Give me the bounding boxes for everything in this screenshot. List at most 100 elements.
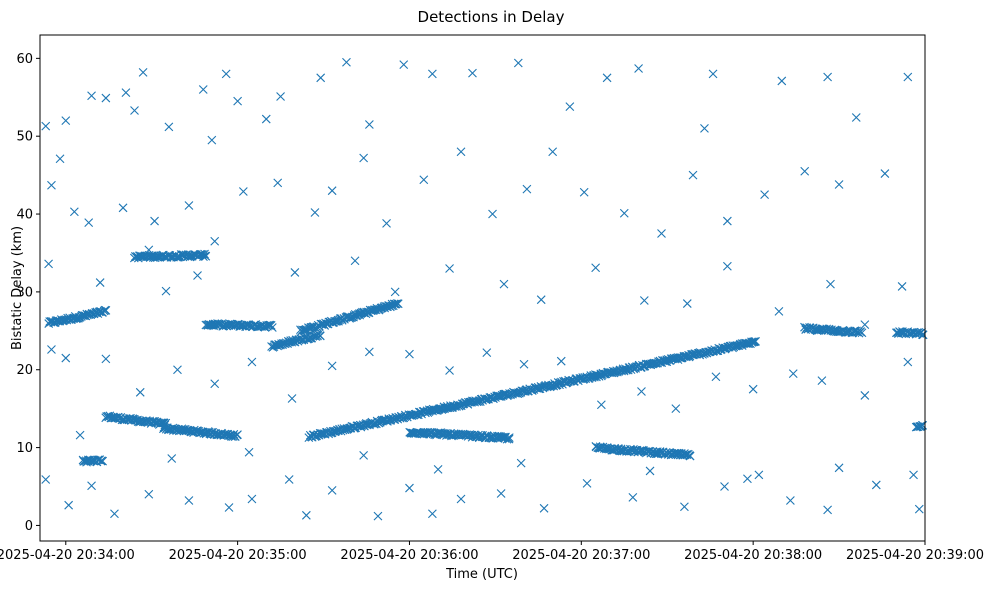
detection-point [61, 116, 71, 126]
detection-point [817, 376, 827, 386]
detection-point [596, 400, 606, 410]
detection-point [118, 203, 128, 213]
detection-point [711, 372, 721, 382]
detection-point [198, 85, 208, 94]
detection-point [826, 279, 835, 289]
detection-point [168, 423, 178, 433]
detection-point [350, 256, 360, 266]
detection-point [754, 470, 764, 480]
detection-point [482, 348, 492, 358]
y-tick-label: 50 [16, 130, 33, 145]
detection-point [364, 347, 374, 357]
detection-point [800, 166, 810, 176]
detection-point [748, 384, 758, 394]
detection-point [488, 209, 497, 219]
detection-point [266, 321, 276, 330]
detection-point [201, 251, 211, 261]
detection-point [244, 447, 254, 457]
detection-point [327, 186, 337, 196]
detection-point [917, 327, 926, 337]
detection-point [299, 325, 309, 335]
detection-point [634, 64, 643, 73]
x-axis-label: Time (UTC) [445, 567, 518, 582]
detection-point [130, 106, 139, 115]
detection-point [233, 96, 243, 106]
detection-point [645, 466, 655, 476]
detection-point [101, 305, 111, 315]
detection-point [918, 330, 928, 340]
detection-point [823, 505, 833, 515]
detection-point [287, 394, 297, 403]
detection-point [516, 458, 526, 468]
detection-point [536, 295, 546, 305]
detection-point [903, 357, 913, 367]
detection-point [75, 430, 85, 440]
y-tick-label: 10 [16, 441, 33, 456]
y-tick-label: 60 [16, 52, 33, 67]
detection-point [860, 320, 870, 329]
detection-point [110, 509, 119, 519]
x-tick-label: 2025-04-20 20:35:00 [169, 548, 307, 563]
detection-point [64, 500, 74, 510]
detection-point [342, 57, 351, 67]
detection-point [639, 296, 649, 305]
y-tick-label: 30 [16, 285, 33, 300]
detection-point [207, 135, 217, 145]
detection-point [777, 76, 787, 86]
detection-point [680, 502, 689, 512]
detection-point [405, 483, 414, 493]
chart-title: Detections in Delay [418, 8, 565, 26]
detection-point [184, 496, 194, 505]
plot-area-frame [39, 34, 926, 542]
detection-point [61, 353, 71, 363]
detection-point [708, 69, 718, 79]
detection-point [637, 387, 646, 396]
detection-point [519, 359, 529, 369]
detection-point [315, 331, 325, 341]
detection-point [871, 480, 881, 490]
detection-point [87, 481, 96, 491]
detection-point [720, 482, 729, 491]
y-tick-label: 40 [16, 208, 33, 223]
x-tick-label: 2025-04-20 20:36:00 [340, 548, 478, 563]
detection-point [548, 147, 558, 157]
detection-point [95, 278, 105, 287]
detection-point [880, 169, 890, 178]
detection-point [359, 153, 369, 163]
detection-point [591, 263, 601, 273]
detection-point [685, 451, 695, 461]
detection-point [210, 236, 220, 246]
detection-point [475, 397, 485, 407]
detection-point [327, 486, 337, 495]
detection-point [210, 379, 220, 389]
detection-point [290, 268, 300, 277]
detection-point [47, 345, 56, 354]
detection-point [496, 489, 506, 498]
detection-point [722, 216, 732, 226]
detection-point [456, 147, 466, 157]
detection-point [730, 341, 739, 351]
detection-point [359, 450, 369, 460]
detection-point [138, 67, 148, 77]
detection-point [760, 190, 770, 199]
detection-point [857, 328, 867, 338]
detection-point [445, 264, 454, 273]
x-tick-label: 2025-04-20 20:39:00 [846, 548, 984, 563]
detection-point [247, 357, 257, 367]
detection-point [273, 178, 283, 188]
data-points [41, 57, 928, 521]
detection-point [662, 357, 672, 367]
detection-point [184, 201, 194, 210]
detection-point [619, 208, 629, 218]
detection-point [393, 299, 403, 309]
detection-point [144, 489, 154, 499]
y-tick-label: 0 [25, 519, 33, 534]
detection-point [224, 503, 234, 512]
detection-point [284, 475, 294, 484]
detection-point [498, 432, 508, 442]
detection-point [87, 91, 96, 101]
detection-point [330, 316, 340, 326]
detection-point [267, 323, 277, 332]
x-tick-label: 2025-04-20 20:37:00 [512, 548, 650, 563]
detection-point [305, 333, 315, 343]
